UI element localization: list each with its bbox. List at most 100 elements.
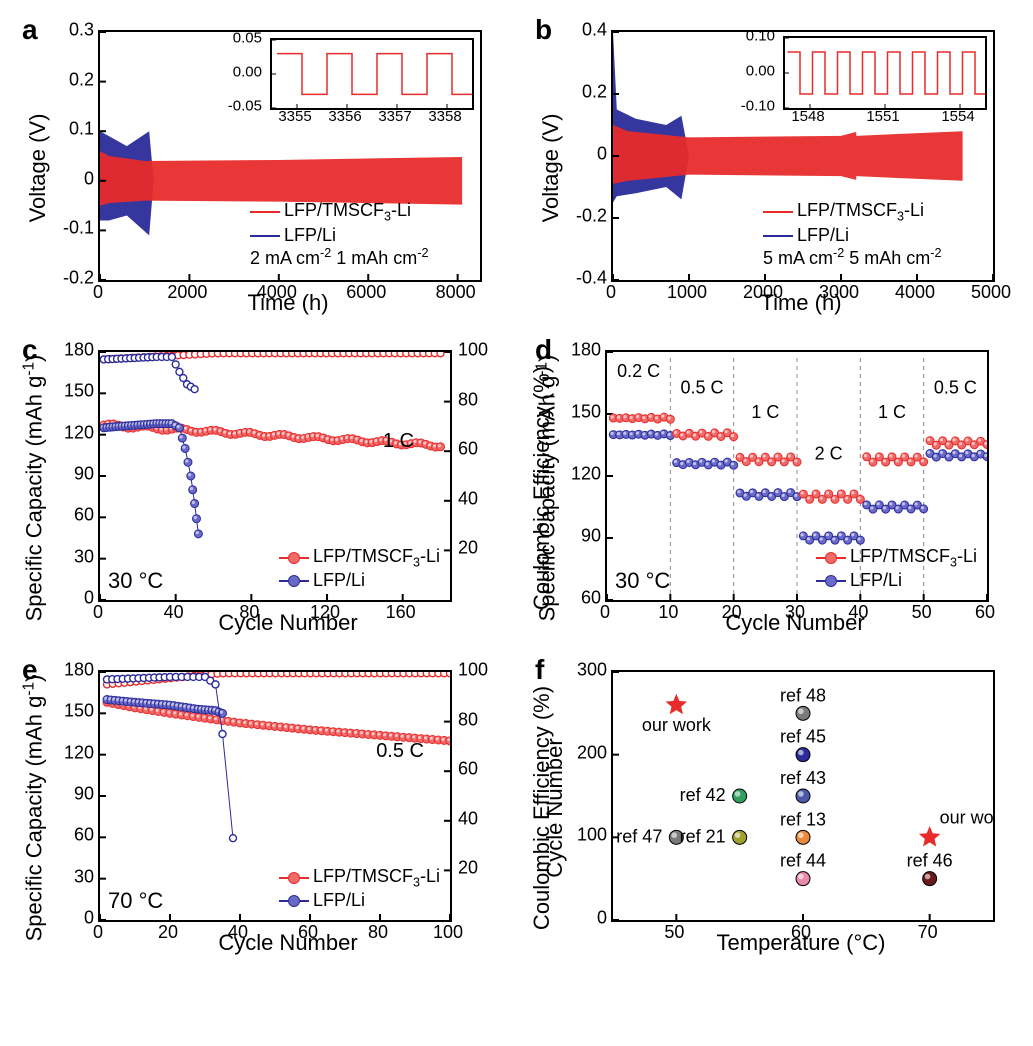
tick: 0	[34, 588, 94, 609]
tick: 60	[34, 505, 94, 526]
tick: 0	[34, 908, 94, 929]
tick: 150	[541, 402, 601, 423]
tick: 80	[458, 709, 508, 730]
legend-row: LFP/Li	[816, 570, 977, 592]
panel-c: c Specific Capacity (mAh g-1) Coulombic …	[20, 338, 500, 638]
inset-ytick: -0.10	[731, 98, 775, 115]
tick: 120	[34, 742, 94, 763]
panel-b-inset	[783, 36, 987, 110]
svg-text:ref 48: ref 48	[780, 685, 826, 705]
svg-text:0.5 C: 0.5 C	[680, 377, 723, 397]
panel-d-ylabel: Specific Capacity (mAh g-1)	[533, 355, 560, 622]
inset-xtick: 3356	[328, 108, 361, 125]
tick: -0.1	[34, 218, 94, 239]
tick: 20	[458, 538, 508, 559]
panel-e-rate: 0.5 C	[376, 740, 424, 763]
svg-text:1 C: 1 C	[751, 402, 779, 422]
row-3: e Specific Capacity (mAh g-1) Coulombic …	[20, 658, 1013, 958]
tick: 200	[547, 742, 607, 763]
panel-b-plot: LFP/TMSCF3-LiLFP/Li5 mA cm-2 5 mAh cm-2 …	[611, 30, 995, 282]
svg-text:ref 46: ref 46	[907, 851, 953, 871]
svg-text:ref 47: ref 47	[616, 826, 662, 846]
tick: 40	[228, 922, 248, 943]
tick: 5000	[971, 282, 1011, 303]
tick: 40	[164, 602, 184, 623]
row-1: a Voltage (V) Time (h) LFP/TMSCF3-LiLFP/…	[20, 18, 1013, 318]
inset-ytick: -0.05	[218, 98, 262, 115]
panel-f-label: f	[535, 654, 544, 686]
conditions: 2 mA cm-2 1 mAh cm-2	[250, 246, 428, 270]
panel-d-plot: 0.2 C0.5 C1 C2 C1 C0.5 C 30 °C LFP/TMSCF…	[605, 350, 989, 602]
panel-e-legend: LFP/TMSCF3-LiLFP/Li	[279, 866, 440, 912]
conditions: 5 mA cm-2 5 mAh cm-2	[763, 246, 941, 270]
svg-text:0.2 C: 0.2 C	[617, 361, 660, 381]
tick: -0.2	[34, 268, 94, 289]
inset-xtick: 1554	[941, 108, 974, 125]
tick: 90	[34, 464, 94, 485]
legend-row: LFP/Li	[250, 225, 428, 247]
tick: 100	[547, 825, 607, 846]
panel-e-corner: 70 °C	[108, 888, 163, 914]
tick: 100	[433, 922, 463, 943]
tick: 0	[93, 282, 103, 303]
svg-text:2 C: 2 C	[815, 443, 843, 463]
tick: 0	[600, 602, 610, 623]
tick: 30	[34, 866, 94, 887]
tick: 0.2	[34, 69, 94, 90]
tick: 0.2	[547, 82, 607, 103]
inset-xtick: 3358	[428, 108, 461, 125]
svg-text:ref 45: ref 45	[780, 727, 826, 747]
svg-text:our work: our work	[940, 807, 993, 827]
panel-a: a Voltage (V) Time (h) LFP/TMSCF3-LiLFP/…	[20, 18, 500, 318]
tick: 0	[606, 282, 616, 303]
inset-xtick: 1548	[791, 108, 824, 125]
panel-a-inset	[270, 38, 474, 110]
tick: 300	[547, 660, 607, 681]
panel-a-legend: LFP/TMSCF3-LiLFP/Li2 mA cm-2 1 mAh cm-2	[250, 200, 428, 270]
panel-d: d Specific Capacity (mAh g-1) Cycle Numb…	[533, 338, 1013, 638]
tick: -0.4	[547, 268, 607, 289]
tick: -0.2	[547, 206, 607, 227]
legend-row: LFP/Li	[279, 890, 440, 912]
tick: 70	[918, 922, 938, 943]
svg-text:0.5 C: 0.5 C	[934, 377, 977, 397]
tick: 4000	[257, 282, 297, 303]
svg-text:ref 43: ref 43	[780, 768, 826, 788]
tick: 20	[722, 602, 742, 623]
tick: 60	[541, 588, 601, 609]
panel-d-legend: LFP/TMSCF3-LiLFP/Li	[816, 546, 977, 592]
svg-text:our work: our work	[642, 715, 712, 735]
inset-ytick: 0.00	[731, 63, 775, 80]
tick: 90	[541, 526, 601, 547]
tick: 90	[34, 784, 94, 805]
tick: 6000	[346, 282, 386, 303]
svg-text:ref 44: ref 44	[780, 851, 826, 871]
tick: 0	[93, 922, 103, 943]
panel-b: b Voltage (V) Time (h) LFP/TMSCF3-LiLFP/…	[533, 18, 1013, 318]
tick: 60	[458, 759, 508, 780]
tick: 180	[541, 340, 601, 361]
panel-f-svg: ref 47 ref 42 ref 21 ref 48 ref 45 ref 4…	[613, 672, 993, 920]
panel-c-corner: 30 °C	[108, 568, 163, 594]
inset-xtick: 1551	[866, 108, 899, 125]
tick: 40	[458, 488, 508, 509]
panel-a-inset-svg	[272, 40, 472, 108]
tick: 150	[34, 701, 94, 722]
figure-root: a Voltage (V) Time (h) LFP/TMSCF3-LiLFP/…	[0, 0, 1033, 1046]
inset-ytick: 0.00	[218, 64, 262, 81]
inset-xtick: 3355	[278, 108, 311, 125]
panel-d-corner: 30 °C	[615, 568, 670, 594]
panel-f: f Cycle Number Temperature (°C) ref 47 r…	[533, 658, 1013, 958]
svg-text:ref 13: ref 13	[780, 809, 826, 829]
inset-ytick: 0.10	[731, 30, 775, 45]
tick: 0.1	[34, 119, 94, 140]
tick: 50	[912, 602, 932, 623]
inset-xtick: 3357	[378, 108, 411, 125]
tick: 30	[34, 546, 94, 567]
tick: 160	[386, 602, 416, 623]
inset-ytick: 0.05	[218, 30, 262, 47]
tick: 40	[458, 808, 508, 829]
tick: 0	[93, 602, 103, 623]
tick: 60	[298, 922, 318, 943]
tick: 3000	[819, 282, 859, 303]
